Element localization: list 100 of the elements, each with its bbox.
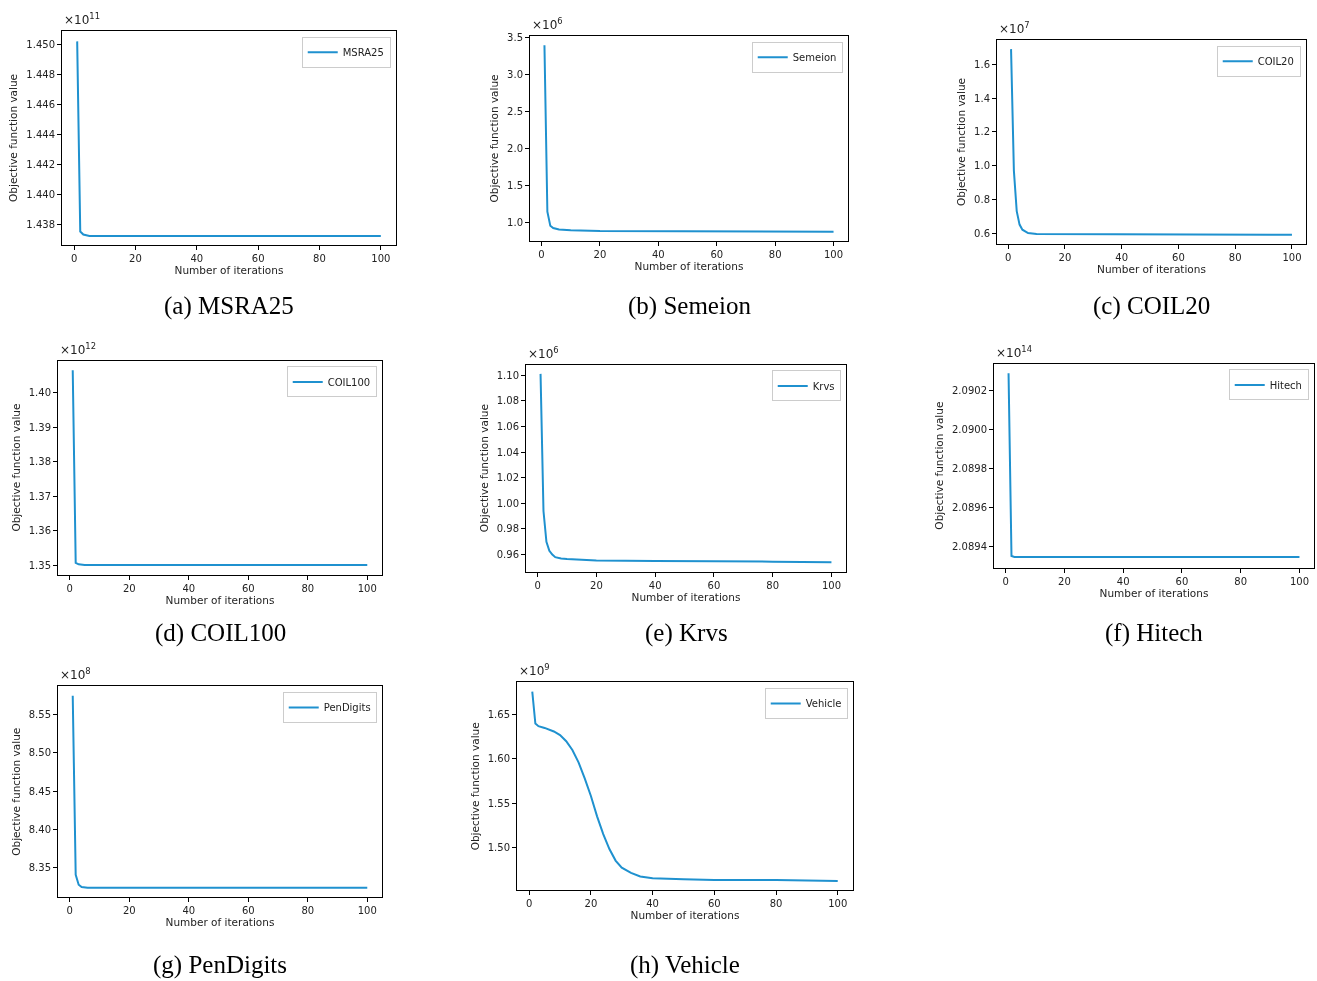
y-tick-label: 0.8 <box>974 193 990 205</box>
y-tick-label: 1.448 <box>26 68 55 80</box>
text: (c) COIL20 <box>1093 292 1211 320</box>
x-tick-label: 0 <box>1002 575 1009 587</box>
legend-label: Vehicle <box>805 698 842 710</box>
legend-label: Hitech <box>1269 379 1302 391</box>
x-tick-label: 80 <box>313 253 326 265</box>
line-series <box>539 372 833 564</box>
y-tick-label: 1.02 <box>496 472 519 484</box>
line-series <box>71 694 369 889</box>
x-tick-label: 40 <box>1116 575 1130 587</box>
x-tick-label: 80 <box>1228 252 1242 264</box>
x-tick-label: 20 <box>1058 252 1072 264</box>
y-axis-title: Objective function value <box>9 727 22 856</box>
x-tick-label: 0 <box>526 898 533 910</box>
y-tick-label: 8.50 <box>28 747 51 759</box>
line-series <box>71 369 369 567</box>
y-tick-label: 1.444 <box>26 128 55 140</box>
y-tick-label: 8.45 <box>28 785 51 797</box>
text: (a) MSRA25 <box>164 292 294 320</box>
y-tick-label: 1.10 <box>496 369 519 381</box>
x-axis-title: Number of iterations <box>165 593 275 606</box>
text: ×10$^{9}$ <box>519 662 550 679</box>
x-axis-title: Number of iterations <box>634 260 744 273</box>
text: ×10$^{12}$ <box>60 341 96 358</box>
x-tick-label: 80 <box>301 905 315 917</box>
text: ×10$^{11}$ <box>64 11 100 28</box>
x-tick-label: 80 <box>769 898 783 910</box>
x-tick-label: 100 <box>828 898 848 910</box>
text: ×10$^{14}$ <box>996 344 1032 361</box>
x-axis-title: Number of iterations <box>165 916 275 929</box>
y-tick-label: 1.37 <box>28 490 51 502</box>
y-tick-label: 1.36 <box>28 525 51 537</box>
x-tick-label: 0 <box>534 579 541 591</box>
x-tick-label: 100 <box>357 582 377 594</box>
x-tick-label: 100 <box>371 253 391 265</box>
x-tick-label: 100 <box>1289 575 1309 587</box>
x-tick-label: 60 <box>707 579 721 591</box>
y-axis-title: Objective function value <box>468 722 481 851</box>
y-axis-title: Objective function value <box>7 73 20 202</box>
legend-label: Krvs <box>812 380 835 392</box>
x-tick-label: 20 <box>584 898 598 910</box>
y-tick-label: 1.438 <box>26 218 55 230</box>
y-tick-label: 2.0894 <box>952 540 987 552</box>
y-tick-label: 1.06 <box>496 420 519 432</box>
x-tick-label: 60 <box>1172 252 1185 264</box>
text: ×10$^{6}$ <box>528 345 559 362</box>
legend-label: PenDigits <box>323 702 371 714</box>
y-tick-label: 8.55 <box>28 709 51 721</box>
y-tick-label: 1.442 <box>26 158 55 170</box>
y-tick-label: 0.98 <box>496 523 519 535</box>
y-tick-label: 0.6 <box>974 227 990 239</box>
x-axis-title: Number of iterations <box>174 264 284 277</box>
y-tick-label: 2.0900 <box>952 424 987 436</box>
x-tick-label: 60 <box>251 253 265 265</box>
x-tick-label: 0 <box>538 249 545 261</box>
x-tick-label: 20 <box>122 905 136 917</box>
y-tick-label: 1.6 <box>974 58 990 70</box>
x-tick-label: 40 <box>182 905 196 917</box>
x-tick-label: 60 <box>1175 575 1189 587</box>
y-tick-label: 1.38 <box>28 456 51 468</box>
x-tick-label: 80 <box>768 249 782 261</box>
y-tick-label: 1.2 <box>974 126 990 138</box>
y-tick-label: 3.5 <box>507 32 523 44</box>
x-tick-label: 20 <box>1058 575 1071 587</box>
y-tick-label: 8.40 <box>28 823 51 835</box>
x-tick-label: 20 <box>122 582 136 594</box>
legend-label: MSRA25 <box>342 47 384 59</box>
legend-label: COIL100 <box>327 376 371 388</box>
y-tick-label: 1.65 <box>487 709 510 721</box>
x-tick-label: 80 <box>766 579 780 591</box>
y-tick-label: 1.40 <box>28 387 51 399</box>
y-axis-title: Objective function value <box>954 77 967 206</box>
y-axis-title: Objective function value <box>487 74 500 203</box>
x-tick-label: 0 <box>70 253 78 265</box>
x-tick-label: 60 <box>710 249 724 261</box>
x-tick-label: 100 <box>357 905 377 917</box>
x-tick-label: 100 <box>821 579 841 591</box>
x-tick-label: 40 <box>1115 252 1129 264</box>
text: ×10$^{8}$ <box>60 666 91 683</box>
text: (d) COIL100 <box>155 619 287 647</box>
x-tick-label: 80 <box>301 582 315 594</box>
y-tick-label: 1.0 <box>507 217 523 229</box>
legend-label: Semeion <box>792 52 837 64</box>
x-tick-label: 20 <box>593 249 607 261</box>
text: ×10$^{7}$ <box>999 20 1030 37</box>
x-tick-label: 60 <box>241 582 255 594</box>
y-axis-title: Objective function value <box>9 403 22 532</box>
y-tick-label: 1.4 <box>974 92 990 104</box>
y-tick-label: 3.0 <box>507 69 523 81</box>
x-tick-label: 100 <box>1282 252 1302 264</box>
y-tick-label: 1.446 <box>26 98 55 110</box>
y-tick-label: 2.0898 <box>952 463 987 475</box>
line-series <box>531 690 839 882</box>
text: (h) Vehicle <box>630 951 740 979</box>
y-tick-label: 1.08 <box>496 395 519 407</box>
text: (b) Semeion <box>628 292 752 320</box>
legend-label: COIL20 <box>1257 56 1294 68</box>
x-tick-label: 20 <box>590 579 603 591</box>
y-tick-label: 1.450 <box>26 38 55 50</box>
